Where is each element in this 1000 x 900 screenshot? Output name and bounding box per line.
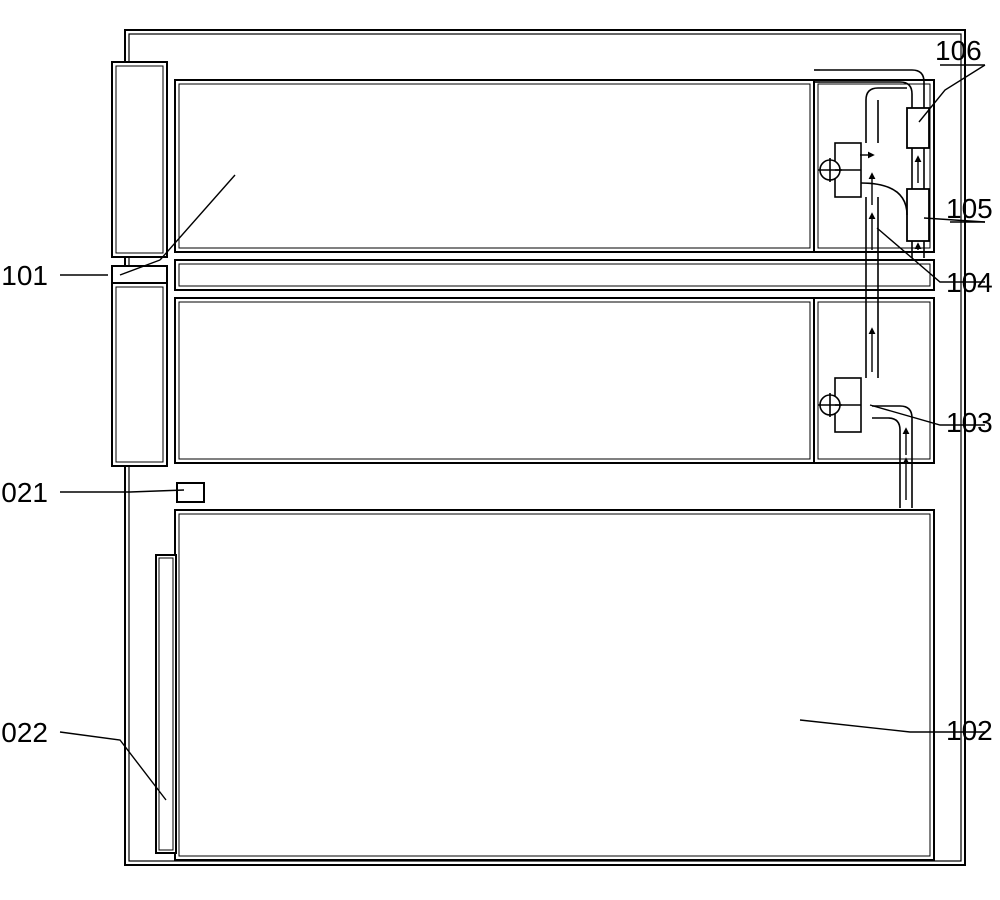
label-106: 106 [935, 35, 982, 66]
lower-module [112, 283, 934, 466]
tank [156, 483, 934, 860]
upper-module [112, 62, 934, 257]
mid-slab [112, 260, 934, 290]
label-1022: 1022 [0, 717, 48, 748]
label-104: 104 [946, 267, 993, 298]
label-105: 105 [946, 193, 993, 224]
label-102: 102 [946, 715, 993, 746]
valve-105 [907, 189, 929, 241]
label-1021: 1021 [0, 477, 48, 508]
label-103: 103 [946, 407, 993, 438]
schematic-canvas: 101 1021 1022 106 105 104 103 102 [0, 0, 1000, 900]
inlet-port [177, 483, 204, 502]
label-101: 101 [1, 260, 48, 291]
